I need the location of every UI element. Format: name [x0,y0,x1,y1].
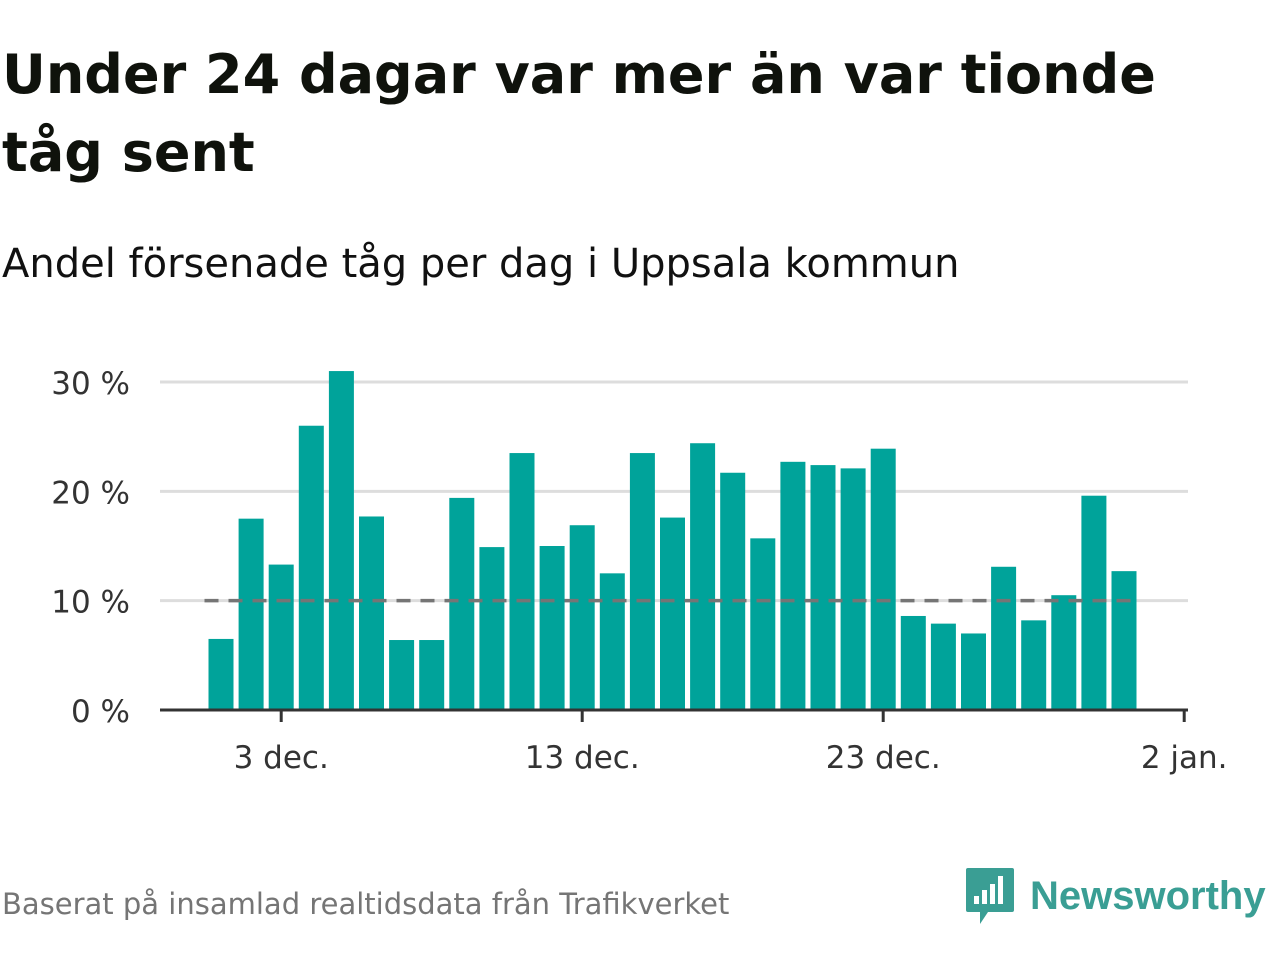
bar [238,518,264,710]
bar [298,425,324,710]
y-tick-label: 0 % [71,694,130,730]
bar [900,615,926,710]
chart-subtitle: Andel försenade tåg per dag i Uppsala ko… [2,241,960,287]
bar [509,453,535,710]
bar [359,516,384,710]
source-note: Baserat på insamlad realtidsdata från Tr… [2,887,730,921]
bar [389,640,415,710]
bar-chart: 0 % 10 % 20 % 30 % 3 dec. 13 dec. 23 dec. 2 ja… [51,366,1228,776]
newsworthy-logo: Newsworthy [964,864,1266,928]
bar [208,638,234,710]
bar [539,546,565,710]
y-tick-label: 20 % [51,475,130,511]
brand-name: Newsworthy [1030,873,1266,918]
bar [690,443,716,710]
bar [629,453,655,710]
y-tick-label: 30 % [51,366,130,402]
bar [1111,571,1137,710]
newsworthy-chart-bubble-icon [966,868,1014,924]
bar [479,547,505,710]
y-axis-labels: 0 % 10 % 20 % 30 % [51,366,130,730]
bar [961,633,986,710]
chart-title: Under 24 dagar var mer än var tionde tåg… [2,43,1156,184]
bar [1021,620,1047,710]
x-tick-label: 13 dec. [525,740,640,776]
y-tick-label: 10 % [51,585,130,621]
bar [419,640,445,710]
bar [840,468,866,710]
bar [750,538,776,710]
bar [449,497,475,710]
bar [660,517,685,710]
x-tick-label: 2 jan. [1141,740,1228,776]
x-axis [160,708,1188,722]
bar [599,573,625,710]
bar [1051,595,1077,710]
bar [1081,495,1107,710]
bar [780,461,806,710]
bar [930,623,956,710]
x-tick-label: 3 dec. [234,740,329,776]
bar [720,472,746,710]
bar [569,525,595,710]
bar [810,465,836,710]
bar [991,566,1017,710]
bars [208,371,1137,710]
x-tick-label: 23 dec. [826,740,941,776]
x-axis-labels: 3 dec. 13 dec. 23 dec. 2 jan. [234,740,1228,776]
bar [870,448,896,710]
bar [328,371,354,710]
bar [268,564,294,710]
